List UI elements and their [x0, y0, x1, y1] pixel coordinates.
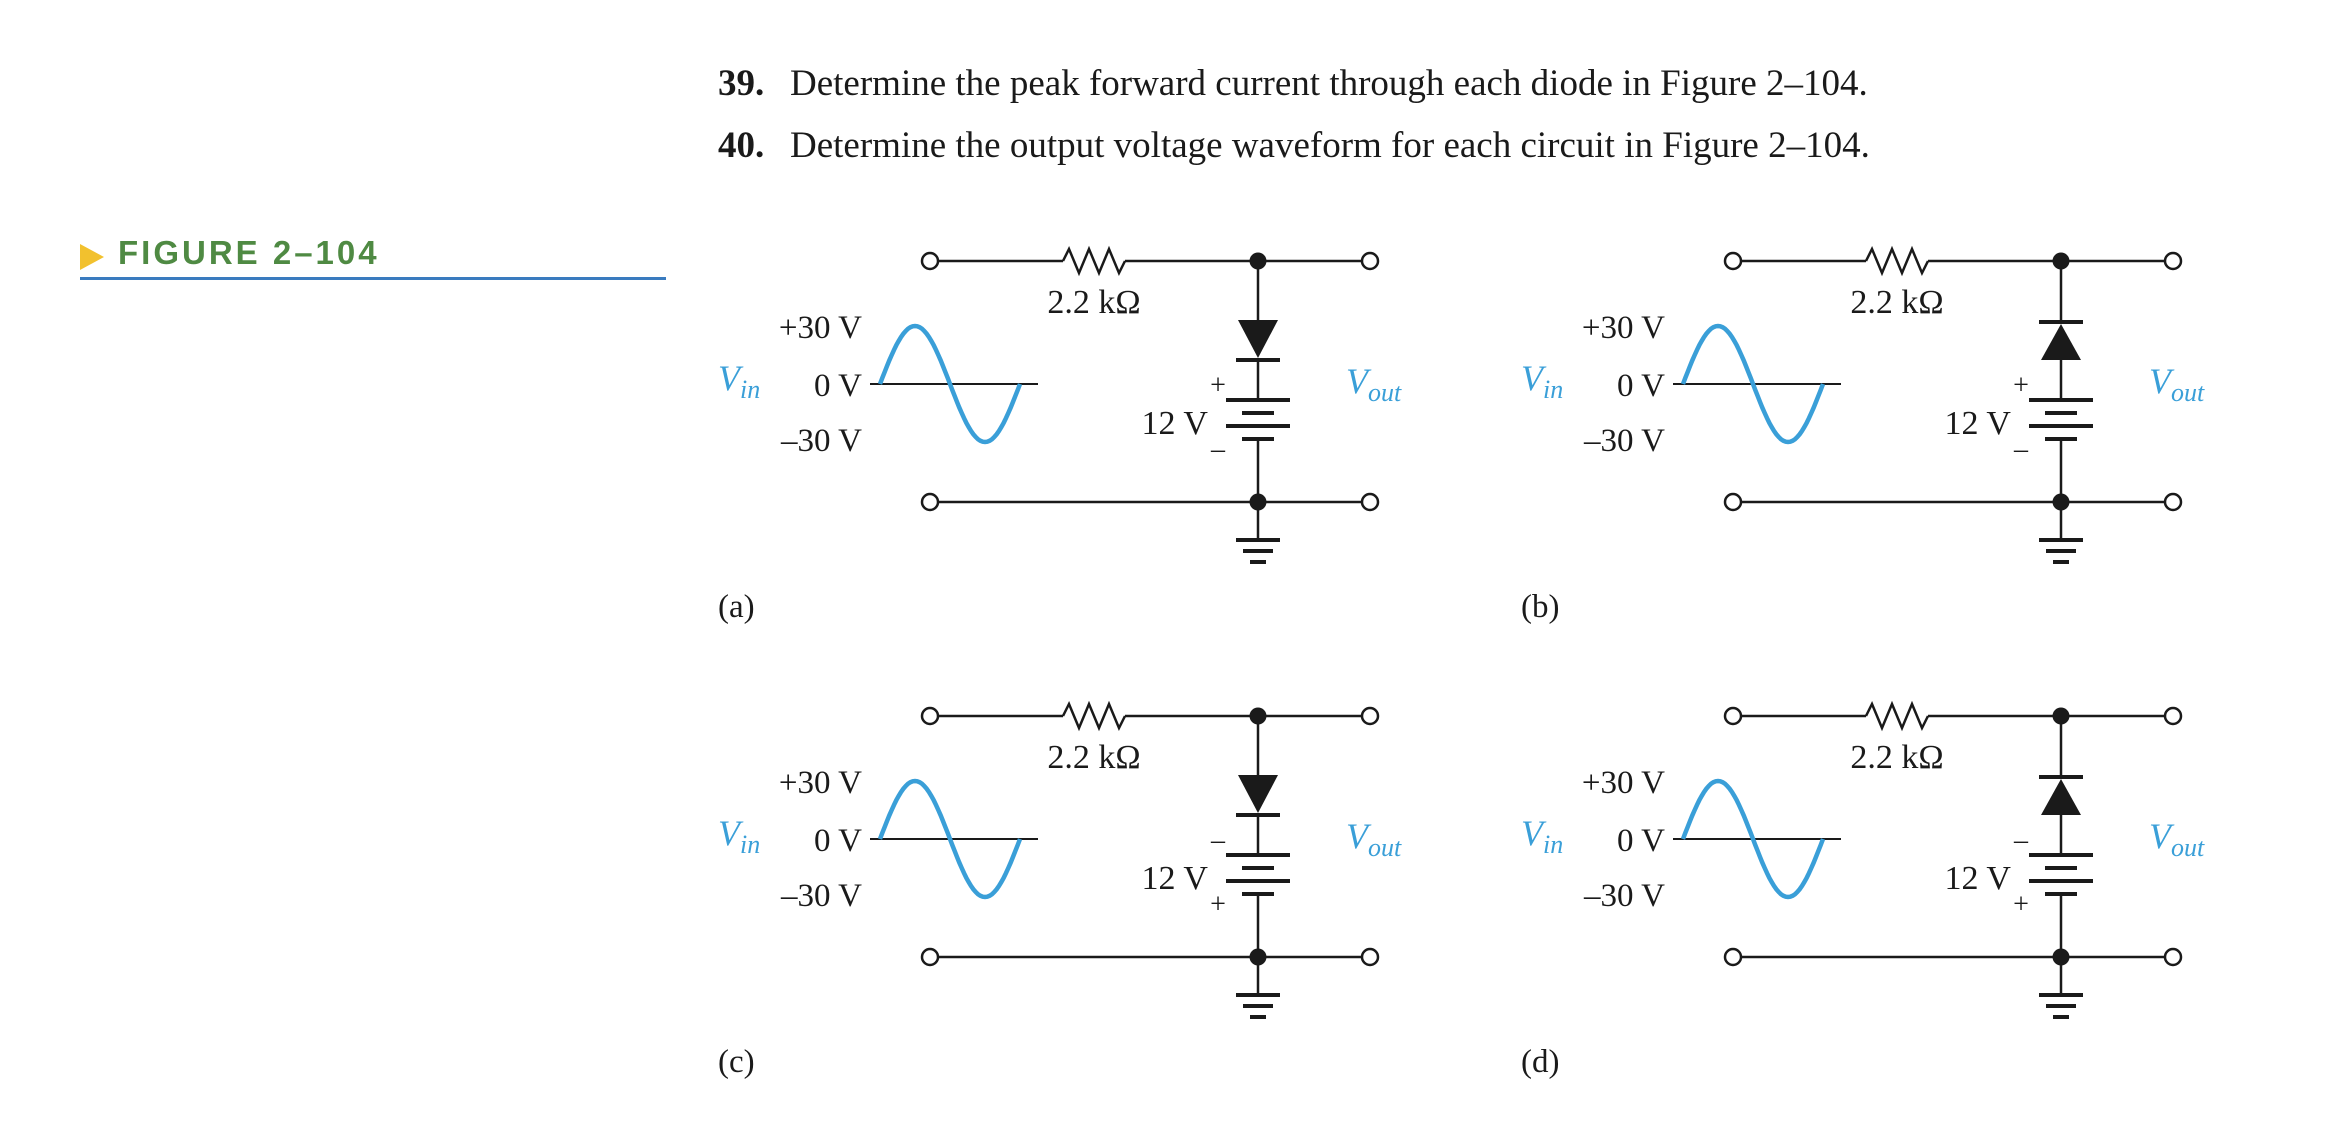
problem-text: Determine the peak forward current throu…: [790, 63, 1868, 104]
subfigure-label: (d): [1521, 1044, 1559, 1080]
circuit-c: – +12 V 2.2 kΩ +30 V 0 V –30 V Vin Vout (c): [718, 700, 1402, 1080]
sine-wave-icon: [877, 323, 1023, 445]
terminal-icon: [920, 947, 940, 967]
battery-bottom-sign: +: [2013, 889, 2029, 920]
sine-wave-icon: [1680, 778, 1826, 900]
terminal-icon: [1723, 947, 1743, 967]
battery-voltage-label: 12 V: [1142, 405, 1209, 442]
battery-top-sign: +: [1210, 370, 1226, 401]
vin-label: Vin: [718, 358, 760, 404]
circuit-d: – +12 V 2.2 kΩ +30 V 0 V –30 V Vin Vout (d): [1521, 700, 2205, 1080]
peak-positive-label: +30 V: [1582, 310, 1665, 346]
terminal-icon: [2163, 706, 2183, 726]
vout-label: Vout: [1346, 361, 1402, 407]
battery-top-sign: +: [2013, 370, 2029, 401]
resistor-icon: [1864, 245, 1930, 277]
terminal-icon: [920, 492, 940, 512]
problem-40: 40. Determine the output voltage waveform…: [718, 124, 1870, 168]
diode-icon: [2041, 779, 2081, 815]
terminal-icon: [1360, 947, 1380, 967]
terminal-icon: [1723, 492, 1743, 512]
circuit-a: + –12 V 2.2 kΩ +30 V 0 V –30 V Vin Vout (a): [718, 245, 1402, 625]
battery-bottom-sign: –: [2013, 434, 2029, 465]
peak-negative-label: –30 V: [1583, 878, 1665, 914]
diode-icon: [1238, 320, 1278, 358]
zero-volt-label: 0 V: [1617, 368, 1665, 404]
problem-number: 39.: [718, 63, 765, 104]
resistor-icon: [1061, 245, 1127, 277]
vin-label: Vin: [718, 813, 760, 859]
subfigure-label: (a): [718, 589, 755, 625]
triangle-marker-icon: [80, 244, 104, 271]
battery-voltage-label: 12 V: [1945, 405, 2012, 442]
problem-number: 40.: [718, 125, 765, 166]
peak-negative-label: –30 V: [1583, 423, 1665, 459]
subfigure-label: (c): [718, 1044, 755, 1080]
terminal-icon: [1723, 706, 1743, 726]
sine-wave-icon: [877, 778, 1023, 900]
terminal-icon: [2163, 492, 2183, 512]
figure-caption-text: FIGURE 2–104: [118, 234, 380, 271]
terminal-icon: [2163, 947, 2183, 967]
zero-volt-label: 0 V: [1617, 823, 1665, 859]
battery-top-sign: –: [2013, 825, 2029, 856]
zero-volt-label: 0 V: [814, 823, 862, 859]
subfigure-label: (b): [1521, 589, 1559, 625]
peak-positive-label: +30 V: [779, 310, 862, 346]
resistor-icon: [1061, 700, 1127, 732]
vout-label: Vout: [2149, 816, 2205, 862]
battery-voltage-label: 12 V: [1945, 860, 2012, 897]
peak-positive-label: +30 V: [779, 765, 862, 801]
terminal-icon: [920, 706, 940, 726]
terminal-icon: [2163, 251, 2183, 271]
sine-wave-icon: [1680, 323, 1826, 445]
terminal-icon: [1360, 492, 1380, 512]
terminal-icon: [1360, 251, 1380, 271]
resistor-value-label: 2.2 kΩ: [1850, 284, 1943, 321]
figure-caption: FIGURE 2–104: [80, 234, 666, 281]
terminal-icon: [1723, 251, 1743, 271]
diode-icon: [1238, 775, 1278, 813]
diode-icon: [2041, 324, 2081, 360]
vout-label: Vout: [2149, 361, 2205, 407]
battery-bottom-sign: +: [1210, 889, 1226, 920]
circuit-b: + –12 V 2.2 kΩ +30 V 0 V –30 V Vin Vout (b): [1521, 245, 2205, 625]
resistor-value-label: 2.2 kΩ: [1047, 739, 1140, 776]
terminal-icon: [1360, 706, 1380, 726]
vin-label: Vin: [1521, 358, 1563, 404]
resistor-value-label: 2.2 kΩ: [1850, 739, 1943, 776]
zero-volt-label: 0 V: [814, 368, 862, 404]
resistor-icon: [1864, 700, 1930, 732]
vout-label: Vout: [1346, 816, 1402, 862]
peak-negative-label: –30 V: [780, 423, 862, 459]
vin-label: Vin: [1521, 813, 1563, 859]
problem-39: 39. Determine the peak forward current th…: [718, 62, 1868, 106]
battery-top-sign: –: [1210, 825, 1226, 856]
problem-text: Determine the output voltage waveform fo…: [790, 125, 1870, 166]
peak-positive-label: +30 V: [1582, 765, 1665, 801]
battery-voltage-label: 12 V: [1142, 860, 1209, 897]
terminal-icon: [920, 251, 940, 271]
resistor-value-label: 2.2 kΩ: [1047, 284, 1140, 321]
battery-bottom-sign: –: [1210, 434, 1226, 465]
peak-negative-label: –30 V: [780, 878, 862, 914]
